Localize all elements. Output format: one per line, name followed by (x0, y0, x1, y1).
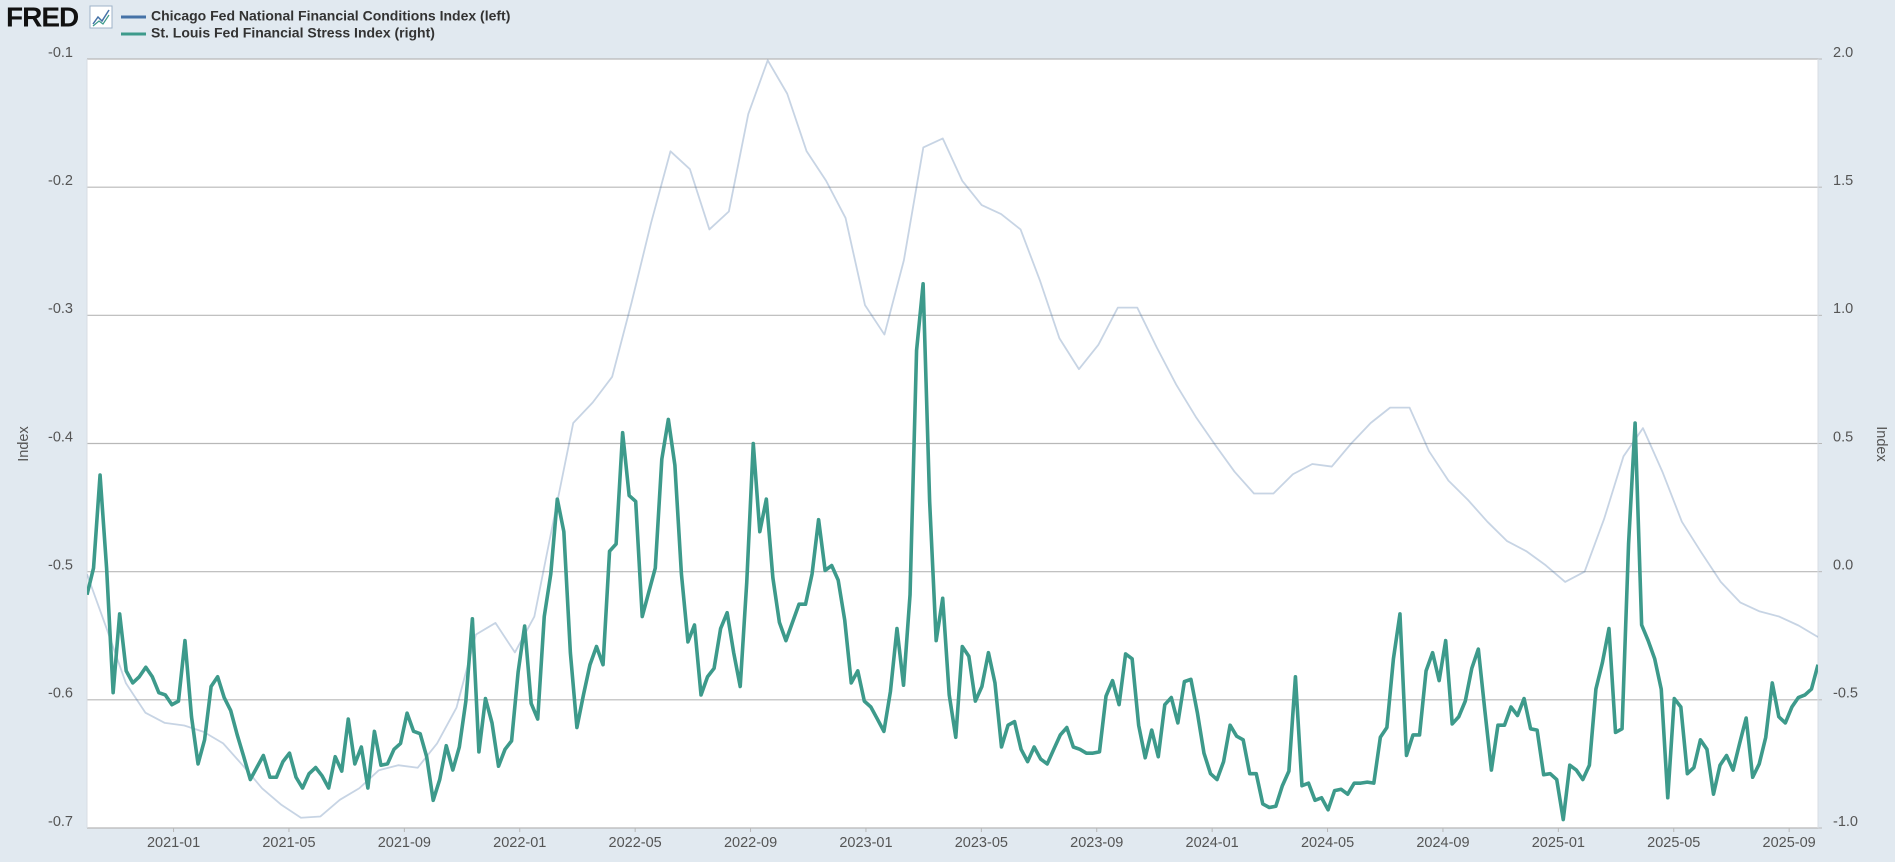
x-tick-label: 2024-05 (1301, 835, 1354, 851)
x-tick-label: 2024-09 (1416, 835, 1469, 851)
x-tick-label: 2025-05 (1647, 835, 1700, 851)
x-tick-label: 2021-05 (262, 835, 315, 851)
legend-label: St. Louis Fed Financial Stress Index (ri… (151, 25, 435, 41)
logo-icon (89, 5, 113, 29)
y2-tick-label: 0.5 (1833, 429, 1853, 445)
x-tick-label: 2022-09 (724, 835, 777, 851)
x-tick-label: 2025-01 (1532, 835, 1585, 851)
x-tick-label: 2023-09 (1070, 835, 1123, 851)
x-tick-label: 2023-05 (955, 835, 1008, 851)
y2-tick-label: 0.0 (1833, 557, 1853, 573)
logo: FRED (6, 1, 79, 32)
y-axis-title: Index (16, 426, 32, 462)
y2-tick-label: 2.0 (1833, 45, 1853, 61)
y2-tick-label: 1.0 (1833, 301, 1853, 317)
x-tick-label: 2022-01 (493, 835, 546, 851)
x-tick-label: 2021-09 (378, 835, 431, 851)
series-line (87, 282, 1818, 822)
y2-axis-title: Index (1873, 426, 1889, 462)
y2-tick-label: 1.5 (1833, 173, 1853, 189)
y-tick-label: -0.7 (48, 814, 73, 830)
legend-label: Chicago Fed National Financial Condition… (151, 8, 510, 24)
x-tick-label: 2022-05 (609, 835, 662, 851)
x-tick-label: 2024-01 (1186, 835, 1239, 851)
y-tick-label: -0.5 (48, 557, 73, 573)
y-tick-label: -0.1 (48, 45, 73, 61)
y-tick-label: -0.4 (48, 429, 73, 445)
x-tick-label: 2021-01 (147, 835, 200, 851)
y-tick-label: -0.2 (48, 173, 73, 189)
y2-tick-label: -1.0 (1833, 814, 1858, 830)
y-tick-label: -0.3 (48, 301, 73, 317)
y2-tick-label: -0.5 (1833, 686, 1858, 702)
x-tick-label: 2023-01 (839, 835, 892, 851)
series-line (87, 59, 1818, 819)
y-tick-label: -0.6 (48, 686, 73, 702)
x-tick-label: 2025-09 (1763, 835, 1816, 851)
